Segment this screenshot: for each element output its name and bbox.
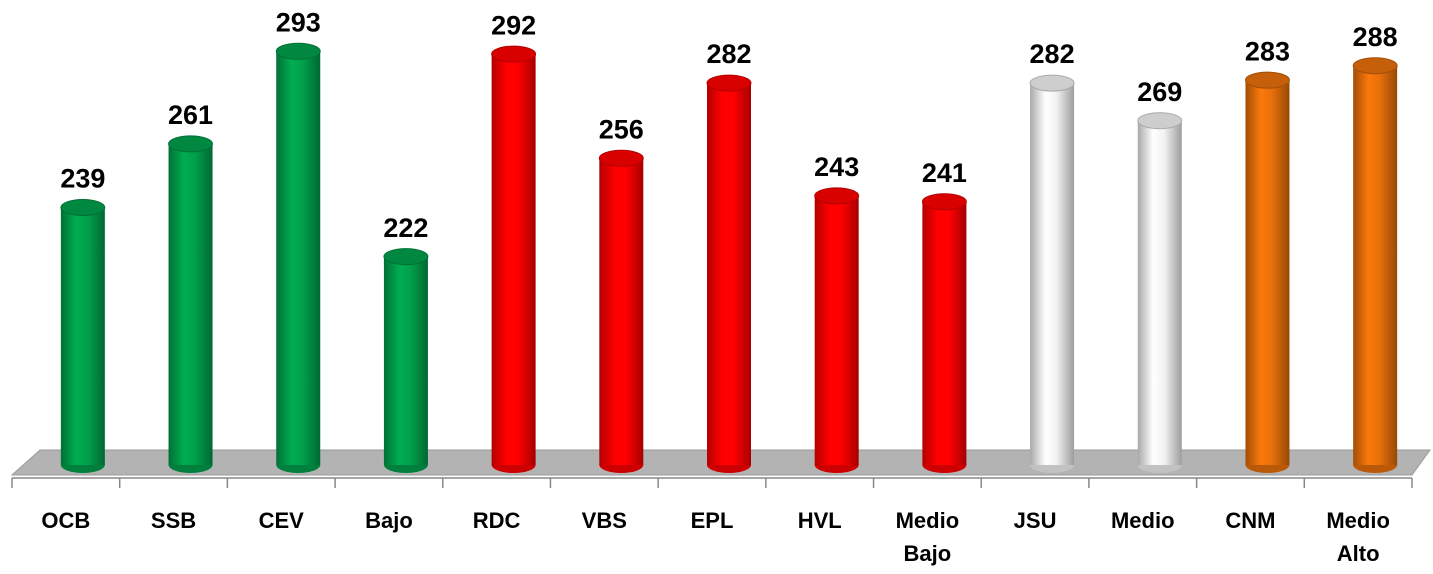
bar — [1353, 65, 1398, 465]
x-tick-label: VBS — [582, 508, 627, 533]
bar-top — [1137, 112, 1183, 130]
bar-top — [706, 74, 752, 92]
value-label: 269 — [1137, 77, 1182, 107]
x-tick-label: Bajo — [365, 508, 413, 533]
value-label: 261 — [168, 100, 213, 130]
value-label: 292 — [491, 10, 536, 40]
value-label: 282 — [706, 39, 751, 69]
value-label: 282 — [1030, 39, 1075, 69]
x-tick-label: HVL — [798, 508, 842, 533]
bar — [491, 54, 536, 465]
bar — [707, 83, 751, 465]
bar-top — [383, 248, 429, 266]
bar — [168, 143, 213, 465]
x-tick-label: CEV — [259, 508, 305, 533]
x-tick-label: RDC — [473, 508, 521, 533]
value-label: 239 — [60, 164, 105, 194]
value-label: 222 — [383, 213, 428, 243]
bar-top — [1244, 71, 1290, 89]
label-line: Medio — [896, 508, 960, 533]
bar — [599, 158, 644, 465]
x-tick-label: OCB — [41, 508, 90, 533]
x-tick-label: Medio — [1111, 508, 1175, 533]
value-label: 243 — [814, 152, 859, 182]
bar-top — [491, 45, 537, 63]
x-tick-label: EPL — [691, 508, 734, 533]
bar — [276, 51, 321, 466]
bar — [922, 201, 967, 465]
bar-top — [1029, 74, 1075, 92]
bar — [1030, 83, 1075, 465]
x-tick-label: CNM — [1225, 508, 1275, 533]
bar-top — [1352, 57, 1398, 75]
x-tick-label: Medio Bajo — [896, 508, 960, 566]
label-line: Medio — [1326, 508, 1390, 533]
label-line: Alto — [1337, 541, 1380, 566]
bar — [1137, 120, 1182, 466]
label-line: Bajo — [904, 541, 952, 566]
bar-top — [168, 135, 214, 153]
bar-top — [60, 198, 106, 216]
bar-top — [275, 42, 321, 60]
x-tick-label: SSB — [151, 508, 196, 533]
value-label: 293 — [276, 7, 321, 37]
bar-top — [598, 149, 644, 167]
bar — [60, 207, 105, 465]
x-tick-label: JSU — [1014, 508, 1057, 533]
value-label: 256 — [599, 114, 644, 144]
bar-top — [814, 187, 860, 205]
value-label: 288 — [1353, 22, 1398, 52]
bar-top — [921, 193, 967, 211]
bar — [1245, 80, 1290, 465]
value-label: 283 — [1245, 36, 1290, 66]
bar — [383, 256, 428, 465]
value-label: 241 — [922, 158, 967, 188]
x-tick-label: Medio Alto — [1326, 508, 1390, 566]
bar — [814, 195, 859, 466]
